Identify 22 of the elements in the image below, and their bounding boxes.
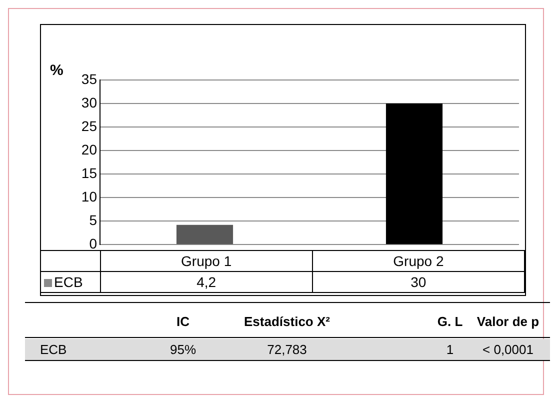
data-label: 30 <box>312 272 524 292</box>
y-tick-label: 15 <box>81 164 98 181</box>
y-tick-label: 10 <box>81 188 98 204</box>
text: Estadístico X² <box>244 314 330 329</box>
y-tick-label: 35 <box>81 70 98 87</box>
text: G. L <box>437 314 463 329</box>
y-tick-label: 5 <box>89 212 98 228</box>
text: 1 <box>446 342 454 357</box>
y-tick-label: 25 <box>81 118 98 134</box>
x-tick-label: Grupo 1 <box>100 250 312 272</box>
data-label: 4,2 <box>100 272 312 292</box>
y-axis-title: % <box>50 62 64 79</box>
text: 72,783 <box>267 342 307 357</box>
x-tick-label: Grupo 2 <box>312 250 524 272</box>
y-tick-label: 0 <box>89 235 98 252</box>
text: 95% <box>170 342 196 357</box>
text: IC <box>176 314 190 329</box>
y-tick-label: 30 <box>81 94 98 110</box>
text: < 0,0001 <box>482 342 534 357</box>
text: ECB <box>40 342 67 357</box>
y-tick-label: 20 <box>81 141 98 158</box>
text: Valor de p <box>476 314 540 329</box>
